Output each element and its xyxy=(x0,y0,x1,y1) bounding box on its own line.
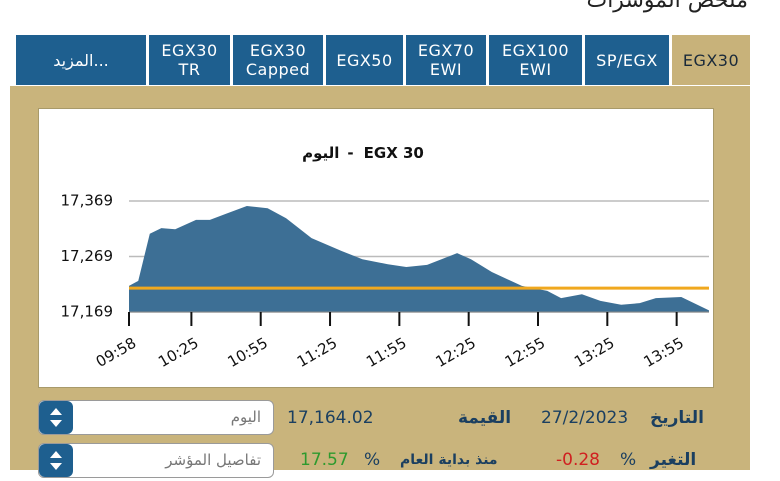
chart: اليوم - EGX 30 17,169 17,269 17,369 09:58 10:25… xyxy=(61,144,709,371)
page: ملخص المؤشرات EGX30 SP/EGX EGX100 EWI EGX70 E… xyxy=(10,0,750,478)
tab[interactable]: EGX50 xyxy=(326,35,403,85)
x-tick-label: 12:25 xyxy=(432,334,478,371)
x-tick-label: 11:55 xyxy=(363,334,409,371)
chart-title: EGX 30 xyxy=(364,144,424,162)
change-label: التغير xyxy=(650,450,697,470)
tab-label: EWI xyxy=(519,60,552,79)
ytd-label: منذ بداية العام xyxy=(400,452,498,468)
page-title: ملخص المؤشرات xyxy=(586,0,748,13)
area xyxy=(129,205,709,312)
tab[interactable]: EGX100 EWI xyxy=(489,35,582,85)
change-pct: % xyxy=(620,450,637,470)
details: تفاصيل المؤشر xyxy=(165,451,261,469)
date: 27/2/2023 xyxy=(541,408,629,428)
x-tick-label: 11:25 xyxy=(294,334,340,371)
tab[interactable]: EGX30 Capped xyxy=(233,35,323,85)
tab[interactable]: EGX70 EWI xyxy=(406,35,486,85)
y-tick-label: 17,169 xyxy=(61,303,114,321)
chart-title: اليوم - EGX 30 xyxy=(302,144,424,162)
tab[interactable]: المزيد... xyxy=(16,35,146,85)
ytd-pct: % xyxy=(364,450,381,470)
x-tick-label: 10:25 xyxy=(155,334,201,371)
index-value: 17,164.02 xyxy=(287,408,374,428)
tab[interactable]: SP/EGX xyxy=(585,35,669,85)
ytd-value: 17.57 xyxy=(300,450,349,470)
tab-label: EGX100 xyxy=(501,41,569,60)
tab[interactable]: EGX30 xyxy=(672,35,750,85)
y-tick-label: 17,269 xyxy=(61,247,114,265)
spinner[interactable] xyxy=(39,401,73,434)
y-tick-label: 17,369 xyxy=(61,191,114,209)
tab-label: EGX30 xyxy=(161,41,218,60)
change-value: -0.28 xyxy=(556,450,600,470)
tab-label: SP/EGX xyxy=(596,50,658,70)
date-label: التاريخ xyxy=(650,408,704,428)
tab-label: EGX30 xyxy=(682,50,740,70)
tab-label: Capped xyxy=(245,60,311,79)
chart-subtitle: اليوم xyxy=(302,144,339,162)
tab-label: المزيد... xyxy=(53,50,109,70)
x-tick-label: 10:55 xyxy=(225,334,271,371)
tab-label: EGX50 xyxy=(336,50,393,70)
x-tick-label: 13:25 xyxy=(571,334,617,371)
tab-label: EGX30 xyxy=(249,41,307,60)
details-select[interactable]: تفاصيل المؤشر xyxy=(38,443,274,478)
tab-bar: EGX30 SP/EGX EGX100 EWI EGX70 EWI EGX50 EGX30 Ca… xyxy=(10,35,750,85)
tab-label: TR xyxy=(178,60,201,79)
chart-box: اليوم - EGX 30 17,169 17,269 17,369 09:58 10:25… xyxy=(38,108,714,388)
tab[interactable]: EGX30 TR xyxy=(149,35,230,85)
value-label: القيمة xyxy=(458,408,512,428)
x-tick-label: 09:58 xyxy=(93,334,139,371)
tab-label: EGX70 xyxy=(417,41,475,60)
tab-label: EWI xyxy=(429,60,463,79)
x-tick-label: 13:55 xyxy=(640,334,686,371)
period: اليوم xyxy=(230,408,261,426)
x-tick-label: 12:55 xyxy=(502,334,548,371)
period-select[interactable]: اليوم xyxy=(38,400,274,435)
spinner[interactable] xyxy=(39,444,73,477)
